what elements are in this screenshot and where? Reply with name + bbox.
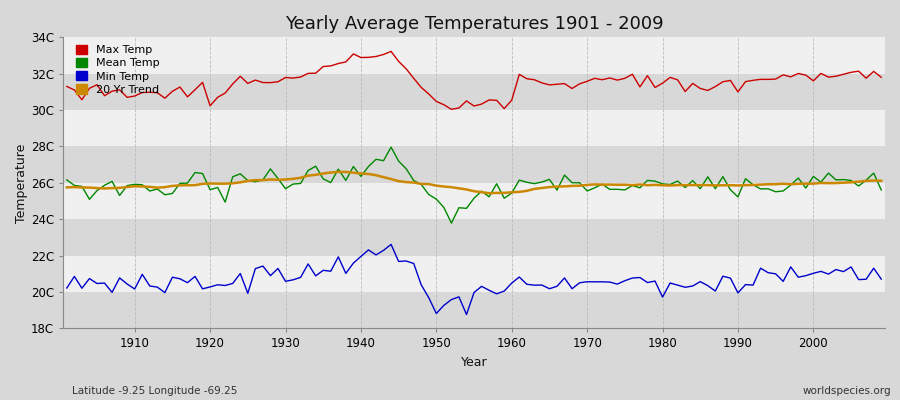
- 20 Yr Trend: [122, 184, 132, 189]
- Title: Yearly Average Temperatures 1901 - 2009: Yearly Average Temperatures 1901 - 2009: [284, 15, 663, 33]
- Mean Temp: [514, 178, 525, 182]
- Mean Temp: [288, 182, 299, 186]
- 20 Yr Trend: [340, 170, 351, 174]
- Max Temp: [521, 76, 532, 81]
- 20 Yr Trend: [612, 182, 623, 187]
- Bar: [63, 74, 885, 110]
- Text: worldspecies.org: worldspecies.org: [803, 386, 891, 396]
- Min Temp: [122, 282, 132, 286]
- 20 Yr Trend: [483, 191, 494, 196]
- Max Temp: [122, 95, 132, 100]
- Mean Temp: [521, 180, 532, 185]
- Line: Min Temp: Min Temp: [67, 244, 881, 314]
- Max Temp: [386, 49, 397, 54]
- Min Temp: [61, 286, 72, 290]
- Max Temp: [61, 84, 72, 89]
- Mean Temp: [446, 221, 457, 226]
- Y-axis label: Temperature: Temperature: [15, 143, 28, 222]
- Min Temp: [288, 278, 299, 282]
- Min Temp: [876, 277, 886, 282]
- Max Temp: [333, 61, 344, 66]
- Mean Temp: [386, 145, 397, 150]
- Bar: [63, 292, 885, 328]
- Bar: [63, 219, 885, 256]
- Line: Max Temp: Max Temp: [67, 52, 881, 109]
- Text: Latitude -9.25 Longitude -69.25: Latitude -9.25 Longitude -69.25: [72, 386, 238, 396]
- Max Temp: [514, 72, 525, 77]
- Mean Temp: [61, 178, 72, 182]
- Line: 20 Yr Trend: 20 Yr Trend: [67, 172, 881, 193]
- Mean Temp: [876, 188, 886, 192]
- 20 Yr Trend: [514, 190, 525, 194]
- Max Temp: [876, 75, 886, 80]
- Mean Temp: [612, 187, 623, 192]
- 20 Yr Trend: [521, 188, 532, 193]
- Max Temp: [446, 107, 457, 112]
- X-axis label: Year: Year: [461, 356, 487, 369]
- Bar: [63, 146, 885, 183]
- Mean Temp: [122, 183, 132, 188]
- Min Temp: [333, 254, 344, 259]
- Max Temp: [288, 76, 299, 80]
- Min Temp: [514, 275, 525, 280]
- Line: Mean Temp: Mean Temp: [67, 147, 881, 223]
- Min Temp: [386, 242, 397, 247]
- Legend: Max Temp, Mean Temp, Min Temp, 20 Yr Trend: Max Temp, Mean Temp, Min Temp, 20 Yr Tre…: [71, 40, 164, 99]
- 20 Yr Trend: [876, 178, 886, 183]
- 20 Yr Trend: [333, 170, 344, 174]
- Mean Temp: [333, 167, 344, 172]
- 20 Yr Trend: [288, 176, 299, 181]
- Min Temp: [461, 312, 472, 317]
- Max Temp: [612, 78, 623, 82]
- Min Temp: [612, 282, 623, 286]
- Min Temp: [521, 282, 532, 287]
- 20 Yr Trend: [61, 185, 72, 190]
- Bar: [63, 1, 885, 37]
